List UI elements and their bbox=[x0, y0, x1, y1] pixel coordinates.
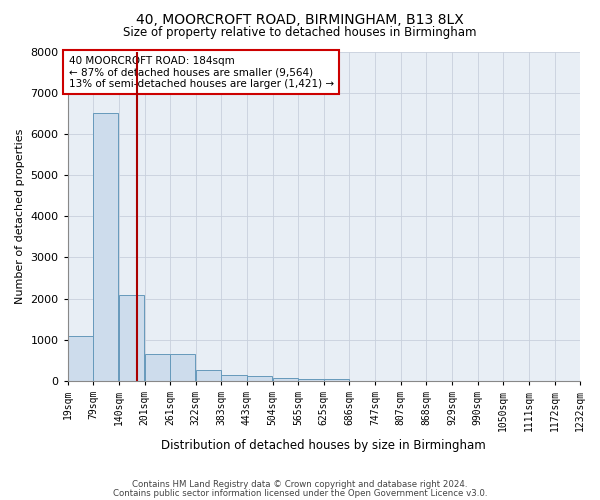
Bar bbox=[221, 375, 247, 381]
Bar bbox=[170, 354, 195, 381]
Bar bbox=[119, 294, 144, 381]
Text: Contains HM Land Registry data © Crown copyright and database right 2024.: Contains HM Land Registry data © Crown c… bbox=[132, 480, 468, 489]
Bar bbox=[145, 354, 170, 381]
Text: 40, MOORCROFT ROAD, BIRMINGHAM, B13 8LX: 40, MOORCROFT ROAD, BIRMINGHAM, B13 8LX bbox=[136, 12, 464, 26]
X-axis label: Distribution of detached houses by size in Birmingham: Distribution of detached houses by size … bbox=[161, 440, 486, 452]
Bar bbox=[196, 370, 221, 381]
Bar bbox=[323, 379, 349, 381]
Text: Size of property relative to detached houses in Birmingham: Size of property relative to detached ho… bbox=[123, 26, 477, 39]
Bar bbox=[298, 378, 323, 381]
Y-axis label: Number of detached properties: Number of detached properties bbox=[15, 128, 25, 304]
Bar bbox=[93, 114, 118, 381]
Text: Contains public sector information licensed under the Open Government Licence v3: Contains public sector information licen… bbox=[113, 488, 487, 498]
Bar bbox=[272, 378, 298, 381]
Bar bbox=[247, 376, 272, 381]
Bar bbox=[68, 336, 93, 381]
Text: 40 MOORCROFT ROAD: 184sqm
← 87% of detached houses are smaller (9,564)
13% of se: 40 MOORCROFT ROAD: 184sqm ← 87% of detac… bbox=[68, 56, 334, 89]
